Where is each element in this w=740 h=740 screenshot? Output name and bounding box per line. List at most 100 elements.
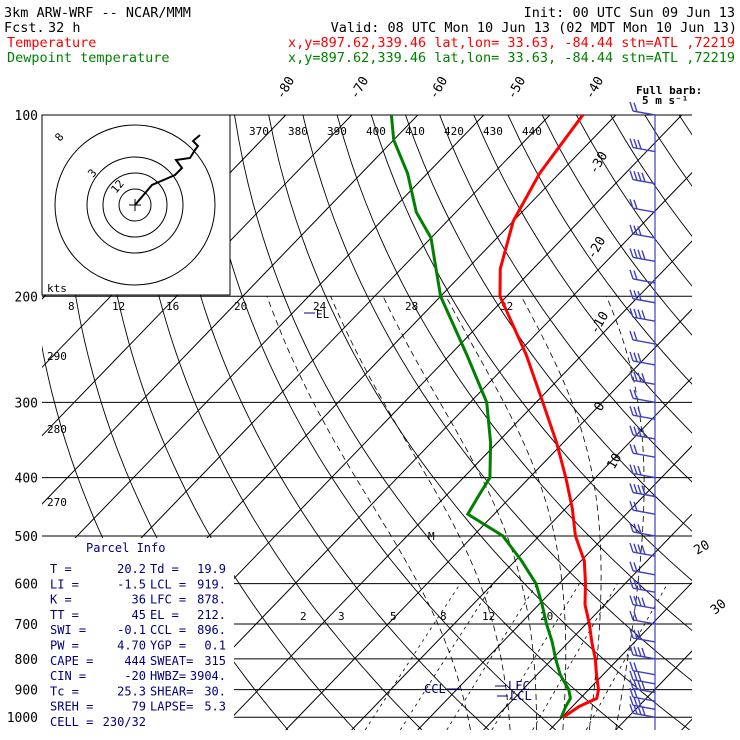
wind-barb-flag — [633, 688, 638, 698]
wind-barb-flag — [641, 706, 646, 716]
parcel-info-label: Tc = — [50, 684, 79, 698]
isotherm-label: -50 — [504, 74, 529, 102]
wind-barb-flag — [633, 596, 638, 606]
wind-barb-flag — [629, 464, 634, 474]
dry-adiabat — [336, 115, 692, 631]
wind-barb-flag — [637, 697, 642, 707]
wind-barb-flag — [637, 580, 642, 590]
wind-barb-flag — [629, 645, 634, 656]
parcel-info-value: -1.5 — [117, 577, 146, 591]
wind-barb-flag — [629, 679, 634, 689]
wind-barb-flag — [629, 170, 634, 180]
wind-barb-flag — [629, 405, 634, 416]
wind-barb-flag — [637, 427, 642, 437]
hodograph-units: kts — [47, 282, 67, 295]
parcel-info-value: 3904. — [190, 669, 226, 683]
dry-adiabat — [439, 115, 692, 483]
mixing-ratio-line — [532, 583, 618, 730]
dry-adiabat — [507, 115, 692, 385]
wind-barb-flag — [629, 610, 634, 621]
isotherm-line — [351, 376, 692, 730]
hodograph-ring — [118, 188, 152, 222]
wind-barb-flag — [637, 226, 642, 236]
wind-barb-flag — [641, 250, 646, 260]
wind-barb-flag — [633, 543, 638, 553]
parcel-info-value: 212. — [197, 608, 226, 622]
temperature-profile — [498, 115, 601, 719]
pressure-tick-label: 700 — [15, 618, 38, 633]
wind-barb-flag — [629, 578, 634, 589]
wind-barb-flag — [629, 483, 634, 493]
wind-barb-flag — [637, 249, 642, 259]
parcel-info-value: 36 — [132, 593, 146, 607]
theta-label: 410 — [405, 125, 425, 138]
wind-barb-flag — [637, 524, 642, 534]
dewpoint-location: x,y=897.62,339.46 lat,lon= 33.63, -84.44… — [288, 50, 735, 66]
wind-barb-flag — [629, 443, 634, 454]
hodo-speed-label: 12 — [112, 300, 125, 313]
wind-barb-flag — [637, 465, 642, 476]
temperature-legend: Temperature — [7, 35, 96, 51]
full-barb-label: Full barb: — [636, 84, 702, 97]
valid-time: Valid: 08 UTC Mon 10 Jun 13 (02 MDT Mon … — [331, 20, 737, 36]
isotherm-line — [219, 240, 692, 730]
wind-barb-flag — [633, 696, 638, 707]
wind-barb-flag — [633, 352, 638, 362]
el-marker: EL — [316, 308, 330, 321]
parcel-info-value: 878. — [197, 593, 226, 607]
wind-barb-flag — [629, 307, 634, 318]
isotherm-line — [153, 172, 692, 730]
parcel-info-label: TT = — [50, 608, 79, 622]
theta-label: 380 — [288, 125, 308, 138]
wind-barb-flag — [637, 372, 642, 382]
moist-adiabat — [266, 296, 471, 730]
wind-barb-flag — [629, 289, 634, 299]
wind-barb-flag — [629, 628, 634, 639]
dewpoint-legend: Dewpoint temperature — [7, 50, 170, 66]
isotherm-label: 30 — [708, 597, 730, 619]
lfc-marker: LFC — [508, 679, 530, 693]
wind-barb-flag — [641, 373, 646, 383]
wind-barb-flag — [637, 647, 642, 657]
wind-barb-flag — [633, 523, 638, 533]
parcel-info-label: SWEAT= — [150, 654, 193, 668]
wind-barb-flag — [629, 704, 634, 714]
parcel-info-label: CELL = — [50, 715, 93, 729]
mixing-ratio-line — [491, 583, 580, 730]
wind-barb-flag — [633, 680, 638, 690]
wind-barb-flag — [637, 671, 642, 682]
pressure-tick-label: 400 — [15, 472, 38, 487]
theta-label: 370 — [249, 125, 269, 138]
isotherm-line — [42, 115, 485, 574]
wind-barb-flag — [641, 427, 646, 438]
wind-barb-flag — [637, 407, 642, 417]
hodo-speed-label: 20 — [234, 300, 247, 313]
mixing-ratio-lines — [364, 583, 668, 730]
wind-barb-flag — [637, 353, 642, 363]
mixing-ratio-line — [585, 583, 668, 730]
parcel-info-label: T = — [50, 562, 72, 576]
wind-barb-flag — [629, 670, 634, 681]
wind-barb-flag — [633, 646, 638, 656]
parcel-info-value: 0.1 — [204, 639, 226, 653]
moist-adiabat — [382, 296, 537, 730]
wind-barb-flag — [633, 199, 638, 210]
parcel-info-value: 230/32 — [103, 715, 146, 729]
mixing-ratio-label: 8 — [440, 610, 447, 623]
isotherm-label: -30 — [586, 149, 611, 177]
theta-label: 400 — [366, 125, 386, 138]
dry-adiabat — [199, 115, 556, 730]
dry-adiabat — [131, 115, 423, 730]
pressure-tick-label: 900 — [15, 684, 38, 699]
parcel-info-label: PW = — [50, 639, 79, 653]
parcel-info-label: EL = — [150, 608, 179, 622]
parcel-info-label: LI = — [50, 577, 79, 591]
parcel-info-value: 444 — [124, 654, 146, 668]
full-barb-units: 5 m s⁻¹ — [642, 94, 688, 107]
parcel-info-label: HWBZ= — [150, 669, 186, 683]
theta-label: 270 — [47, 496, 67, 509]
parcel-info-label: YGP = — [150, 639, 186, 653]
isotherm-label: -10 — [587, 309, 612, 337]
isotherm-line — [681, 718, 692, 730]
